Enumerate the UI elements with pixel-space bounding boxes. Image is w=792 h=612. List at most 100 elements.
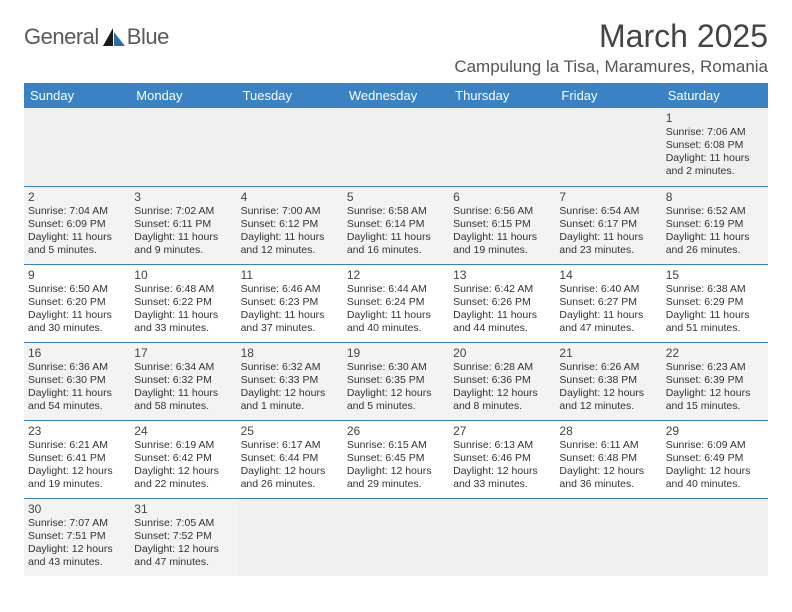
calendar-day-cell [343,108,449,186]
daylight-text-1: Daylight: 11 hours [559,231,657,244]
sunset-text: Sunset: 6:33 PM [241,374,339,387]
calendar-day-cell [555,108,661,186]
day-info: Sunrise: 6:50 AMSunset: 6:20 PMDaylight:… [28,283,126,336]
day-info: Sunrise: 6:38 AMSunset: 6:29 PMDaylight:… [666,283,764,336]
weekday-header: Thursday [449,83,555,108]
calendar-day-cell: 20Sunrise: 6:28 AMSunset: 6:36 PMDayligh… [449,342,555,420]
day-info: Sunrise: 6:26 AMSunset: 6:38 PMDaylight:… [559,361,657,414]
calendar-day-cell: 14Sunrise: 6:40 AMSunset: 6:27 PMDayligh… [555,264,661,342]
location-text: Campulung la Tisa, Maramures, Romania [454,57,768,77]
day-info: Sunrise: 6:36 AMSunset: 6:30 PMDaylight:… [28,361,126,414]
calendar-day-cell [555,498,661,576]
weekday-header: Tuesday [237,83,343,108]
daylight-text-2: and 37 minutes. [241,322,339,335]
daylight-text-1: Daylight: 12 hours [453,465,551,478]
calendar-day-cell: 8Sunrise: 6:52 AMSunset: 6:19 PMDaylight… [662,186,768,264]
day-number: 2 [28,190,126,204]
daylight-text-2: and 47 minutes. [134,556,232,569]
sunrise-text: Sunrise: 6:13 AM [453,439,551,452]
sunset-text: Sunset: 6:32 PM [134,374,232,387]
daylight-text-2: and 40 minutes. [666,478,764,491]
day-info: Sunrise: 6:15 AMSunset: 6:45 PMDaylight:… [347,439,445,492]
day-info: Sunrise: 6:32 AMSunset: 6:33 PMDaylight:… [241,361,339,414]
calendar-day-cell [662,498,768,576]
sunrise-text: Sunrise: 6:56 AM [453,205,551,218]
daylight-text-2: and 1 minute. [241,400,339,413]
sunset-text: Sunset: 6:23 PM [241,296,339,309]
calendar-day-cell [130,108,236,186]
day-info: Sunrise: 7:02 AMSunset: 6:11 PMDaylight:… [134,205,232,258]
sunset-text: Sunset: 6:48 PM [559,452,657,465]
calendar-day-cell: 10Sunrise: 6:48 AMSunset: 6:22 PMDayligh… [130,264,236,342]
sunrise-text: Sunrise: 6:30 AM [347,361,445,374]
sunrise-text: Sunrise: 7:05 AM [134,517,232,530]
daylight-text-2: and 30 minutes. [28,322,126,335]
day-info: Sunrise: 7:07 AMSunset: 7:51 PMDaylight:… [28,517,126,570]
day-number: 19 [347,346,445,360]
daylight-text-1: Daylight: 11 hours [134,309,232,322]
page-header: General Blue March 2025 Campulung la Tis… [24,18,768,77]
daylight-text-2: and 29 minutes. [347,478,445,491]
sunset-text: Sunset: 6:22 PM [134,296,232,309]
daylight-text-1: Daylight: 12 hours [241,387,339,400]
calendar-day-cell: 15Sunrise: 6:38 AMSunset: 6:29 PMDayligh… [662,264,768,342]
day-info: Sunrise: 7:04 AMSunset: 6:09 PMDaylight:… [28,205,126,258]
sunset-text: Sunset: 6:35 PM [347,374,445,387]
calendar-day-cell: 21Sunrise: 6:26 AMSunset: 6:38 PMDayligh… [555,342,661,420]
calendar-day-cell [449,108,555,186]
sunrise-text: Sunrise: 6:15 AM [347,439,445,452]
sunrise-text: Sunrise: 6:34 AM [134,361,232,374]
sunset-text: Sunset: 6:14 PM [347,218,445,231]
day-number: 17 [134,346,232,360]
calendar-week-row: 1Sunrise: 7:06 AMSunset: 6:08 PMDaylight… [24,108,768,186]
daylight-text-2: and 47 minutes. [559,322,657,335]
calendar-week-row: 23Sunrise: 6:21 AMSunset: 6:41 PMDayligh… [24,420,768,498]
sunrise-text: Sunrise: 6:46 AM [241,283,339,296]
daylight-text-1: Daylight: 12 hours [559,387,657,400]
day-info: Sunrise: 6:19 AMSunset: 6:42 PMDaylight:… [134,439,232,492]
calendar-day-cell: 1Sunrise: 7:06 AMSunset: 6:08 PMDaylight… [662,108,768,186]
sunrise-text: Sunrise: 6:54 AM [559,205,657,218]
sunrise-text: Sunrise: 7:06 AM [666,126,764,139]
day-info: Sunrise: 6:40 AMSunset: 6:27 PMDaylight:… [559,283,657,336]
sunset-text: Sunset: 6:19 PM [666,218,764,231]
calendar-day-cell [237,108,343,186]
sunrise-text: Sunrise: 6:42 AM [453,283,551,296]
sunrise-text: Sunrise: 7:00 AM [241,205,339,218]
daylight-text-1: Daylight: 11 hours [134,387,232,400]
day-info: Sunrise: 6:17 AMSunset: 6:44 PMDaylight:… [241,439,339,492]
daylight-text-2: and 23 minutes. [559,244,657,257]
daylight-text-2: and 19 minutes. [28,478,126,491]
brand-name-part2: Blue [127,24,169,50]
title-block: March 2025 Campulung la Tisa, Maramures,… [454,18,768,77]
daylight-text-2: and 8 minutes. [453,400,551,413]
sunset-text: Sunset: 6:38 PM [559,374,657,387]
sunrise-text: Sunrise: 6:26 AM [559,361,657,374]
sunrise-text: Sunrise: 6:40 AM [559,283,657,296]
weekday-header: Sunday [24,83,130,108]
day-info: Sunrise: 7:00 AMSunset: 6:12 PMDaylight:… [241,205,339,258]
brand-name-part1: General [24,24,99,50]
daylight-text-1: Daylight: 11 hours [28,309,126,322]
sunrise-text: Sunrise: 6:17 AM [241,439,339,452]
sunrise-text: Sunrise: 6:50 AM [28,283,126,296]
calendar-day-cell: 6Sunrise: 6:56 AMSunset: 6:15 PMDaylight… [449,186,555,264]
day-number: 9 [28,268,126,282]
day-number: 13 [453,268,551,282]
sunset-text: Sunset: 6:30 PM [28,374,126,387]
day-info: Sunrise: 6:48 AMSunset: 6:22 PMDaylight:… [134,283,232,336]
calendar-day-cell: 24Sunrise: 6:19 AMSunset: 6:42 PMDayligh… [130,420,236,498]
daylight-text-1: Daylight: 11 hours [28,387,126,400]
sunrise-text: Sunrise: 6:09 AM [666,439,764,452]
daylight-text-1: Daylight: 11 hours [241,309,339,322]
calendar-day-cell [343,498,449,576]
day-info: Sunrise: 6:23 AMSunset: 6:39 PMDaylight:… [666,361,764,414]
sunset-text: Sunset: 7:51 PM [28,530,126,543]
sunset-text: Sunset: 6:09 PM [28,218,126,231]
day-number: 20 [453,346,551,360]
daylight-text-2: and 51 minutes. [666,322,764,335]
day-info: Sunrise: 6:34 AMSunset: 6:32 PMDaylight:… [134,361,232,414]
calendar-day-cell: 31Sunrise: 7:05 AMSunset: 7:52 PMDayligh… [130,498,236,576]
calendar-day-cell: 17Sunrise: 6:34 AMSunset: 6:32 PMDayligh… [130,342,236,420]
calendar-day-cell: 19Sunrise: 6:30 AMSunset: 6:35 PMDayligh… [343,342,449,420]
